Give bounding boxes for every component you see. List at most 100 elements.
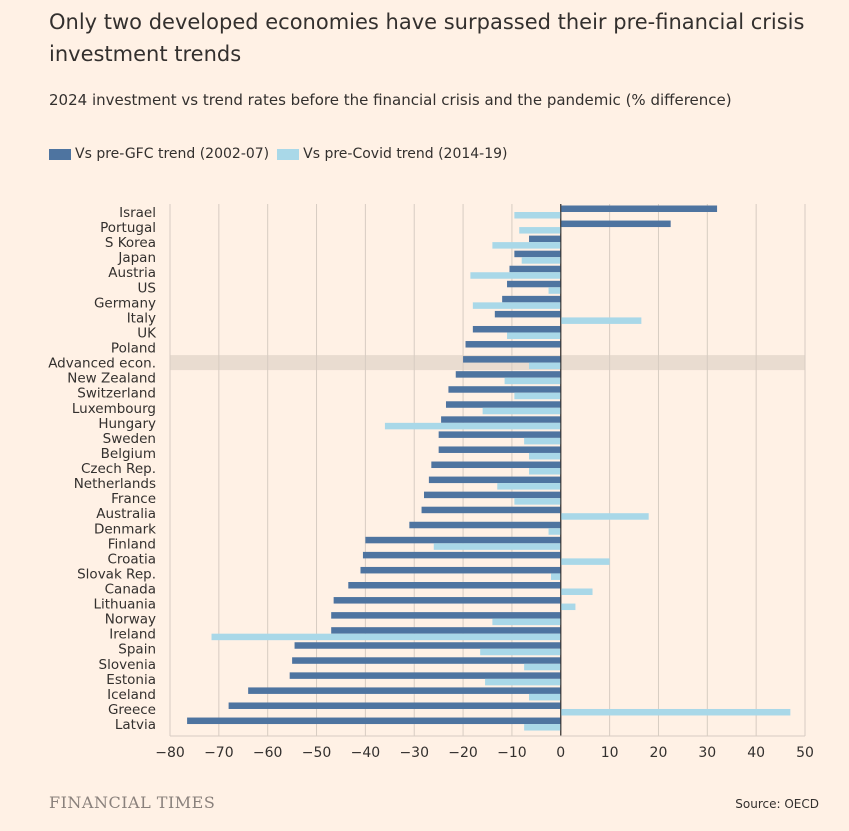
category-label: Croatia [107, 551, 156, 567]
bar-gfc [438, 446, 561, 453]
bar-chart: −80 −70 −60 −50 −40 −30 −20 −10 0 10 20 30 40 50 Israe… [48, 204, 814, 761]
bar-covid [482, 407, 561, 415]
x-tick-label: −80 [155, 745, 185, 761]
legend-item-gfc: Vs pre-GFC trend (2002-07) [49, 146, 269, 162]
bar-gfc [494, 310, 561, 318]
x-tick-label: 50 [796, 745, 814, 761]
bar-gfc [514, 250, 561, 258]
category-label: Finland [108, 536, 156, 552]
category-label: Norway [105, 612, 156, 628]
bar-covid [514, 498, 561, 505]
category-label: Italy [127, 310, 156, 326]
category-label: Spain [118, 642, 156, 658]
bar-covid [560, 708, 791, 716]
bar-gfc [289, 672, 561, 679]
category-label: Austria [108, 265, 156, 281]
source-note: Source: OECD [735, 797, 819, 811]
bar-gfc [441, 416, 561, 423]
bar-covid [514, 212, 561, 219]
bar-gfc [448, 386, 561, 393]
bar-covid [560, 513, 649, 520]
x-tick-label: 20 [650, 745, 668, 761]
x-tick-label: 0 [556, 745, 565, 761]
bar-covid [384, 422, 561, 430]
category-label: Estonia [106, 672, 156, 688]
bar-gfc [348, 582, 561, 589]
category-label: France [111, 491, 156, 507]
bar-covid [497, 483, 561, 490]
category-label: UK [137, 325, 157, 341]
bar-gfc [331, 627, 561, 634]
bar-covid [548, 528, 561, 535]
bar-gfc [428, 476, 561, 484]
bar-covid [529, 468, 561, 475]
bar-covid [433, 543, 561, 550]
category-label: Japan [117, 250, 156, 266]
bar-gfc [445, 401, 561, 408]
category-label: S Korea [105, 235, 156, 251]
bar-covid [524, 437, 561, 445]
bar-gfc [331, 612, 561, 619]
legend-swatch-covid [277, 148, 300, 160]
chart-subtitle: 2024 investment vs trend rates before th… [49, 91, 732, 109]
category-label: Iceland [107, 687, 156, 703]
bar-covid [560, 317, 642, 324]
bar-covid [504, 377, 561, 385]
category-label: Israel [119, 205, 156, 221]
x-tick-label: −20 [448, 745, 478, 761]
bar-covid [480, 648, 561, 656]
bar-covid [211, 633, 561, 641]
bar-covid [472, 302, 561, 309]
bar-covid [514, 392, 561, 400]
bar-gfc [409, 521, 561, 529]
bar-gfc [509, 265, 561, 273]
category-label: Belgium [101, 446, 156, 462]
bar-covid [470, 272, 561, 279]
category-label: Latvia [115, 717, 156, 733]
bar-covid [492, 618, 561, 626]
bar-gfc [463, 356, 561, 363]
legend-label-gfc: Vs pre-GFC trend (2002-07) [75, 146, 270, 162]
bar-covid [492, 242, 561, 249]
x-tick-label: −40 [351, 745, 381, 761]
bar-gfc [431, 461, 561, 469]
bar-gfc [365, 536, 561, 544]
bar-covid [507, 332, 561, 339]
legend-label-covid: Vs pre-Covid trend (2014-19) [303, 146, 508, 162]
bar-gfc [472, 325, 561, 333]
x-tick-label: 10 [601, 745, 619, 761]
category-label: Luxembourg [72, 401, 156, 417]
category-label: Slovenia [99, 657, 156, 673]
x-tick-label: 40 [747, 745, 765, 761]
chart-title: Only two developed economies have surpas… [49, 10, 805, 66]
bar-gfc [228, 702, 561, 709]
bar-covid [560, 588, 593, 595]
bar-covid [519, 227, 561, 234]
category-label: Netherlands [74, 476, 156, 492]
category-label: Portugal [100, 220, 156, 236]
category-label: Advanced econ. [48, 356, 156, 372]
bar-gfc [292, 657, 561, 664]
category-label: Greece [108, 702, 156, 718]
bar-gfc [502, 295, 561, 303]
bar-gfc [507, 280, 561, 288]
bar-covid [548, 287, 561, 294]
bar-gfc [360, 566, 561, 574]
bar-gfc [424, 491, 561, 499]
x-tick-label: −70 [204, 745, 234, 761]
legend: Vs pre-GFC trend (2002-07) Vs pre-Covid … [49, 146, 516, 162]
bar-covid [524, 724, 561, 731]
bar-covid [560, 603, 576, 611]
x-tick-label: 30 [698, 745, 716, 761]
bar-gfc [560, 220, 671, 228]
bar-covid [551, 573, 561, 580]
bar-covid [529, 452, 561, 460]
bar-gfc [248, 687, 561, 694]
legend-swatch-gfc [49, 148, 71, 160]
bar-covid [529, 693, 561, 701]
bar-gfc [294, 642, 561, 649]
bar-covid [524, 663, 561, 671]
bar-gfc [529, 235, 561, 243]
bar-gfc [362, 551, 561, 559]
category-label: Ireland [109, 627, 156, 643]
